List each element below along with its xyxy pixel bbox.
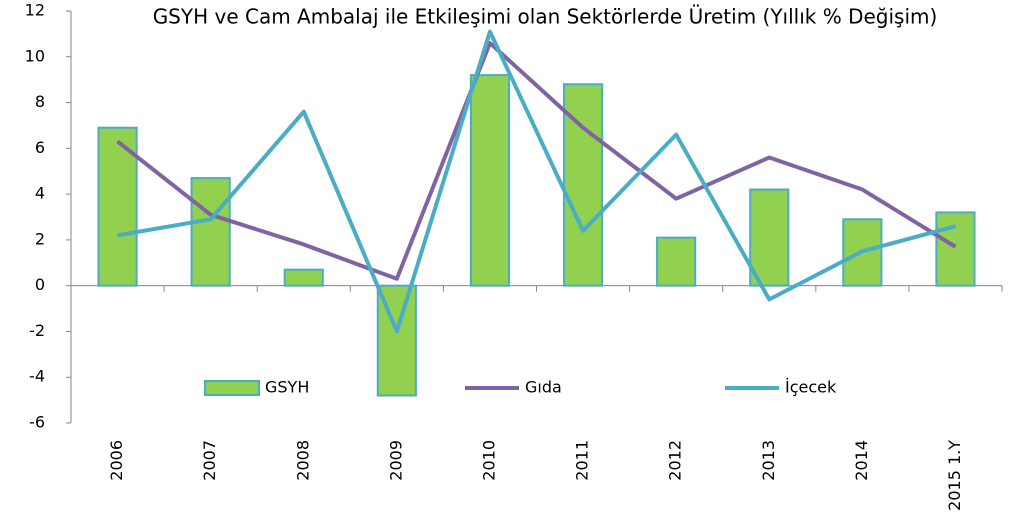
bar xyxy=(97,126,138,287)
x-tick-label: 2013 xyxy=(759,440,778,481)
x-tick-label: 2015 1.Y xyxy=(945,440,964,511)
bar xyxy=(190,177,231,287)
x-tick-label: 2014 xyxy=(852,440,871,481)
bar xyxy=(935,211,976,287)
x-tick-label: 2012 xyxy=(666,440,685,481)
y-tick-label: 2 xyxy=(35,229,45,248)
y-tick-label: 4 xyxy=(35,184,45,203)
line xyxy=(116,41,957,281)
bar xyxy=(749,188,790,287)
bar xyxy=(469,74,511,287)
chart-title: GSYH ve Cam Ambalaj ile Etkileşimi olan … xyxy=(153,5,938,29)
bar xyxy=(656,236,697,287)
y-tick-label: 8 xyxy=(35,92,45,111)
legend-label: GSYH xyxy=(265,378,309,397)
y-tick-label: -4 xyxy=(29,367,45,386)
legend-label: İçecek xyxy=(785,378,837,397)
y-tick-label: -2 xyxy=(29,321,45,340)
legend-swatch xyxy=(204,380,260,396)
y-tick-label: 12 xyxy=(25,1,45,20)
y-tick-label: 6 xyxy=(35,138,45,157)
line xyxy=(117,29,956,334)
y-tick-label: 10 xyxy=(25,46,45,65)
x-tick-label: 2008 xyxy=(293,440,312,481)
x-tick-label: 2011 xyxy=(573,440,592,481)
x-tick-label: 2007 xyxy=(200,440,219,481)
x-tick-label: 2006 xyxy=(107,440,126,481)
x-tick-label: 2009 xyxy=(386,440,405,481)
y-tick-label: 0 xyxy=(35,275,45,294)
bar xyxy=(283,268,324,287)
x-tick-label: 2010 xyxy=(479,440,498,481)
legend-label: Gıda xyxy=(525,378,562,397)
y-tick-label: -6 xyxy=(29,413,45,432)
